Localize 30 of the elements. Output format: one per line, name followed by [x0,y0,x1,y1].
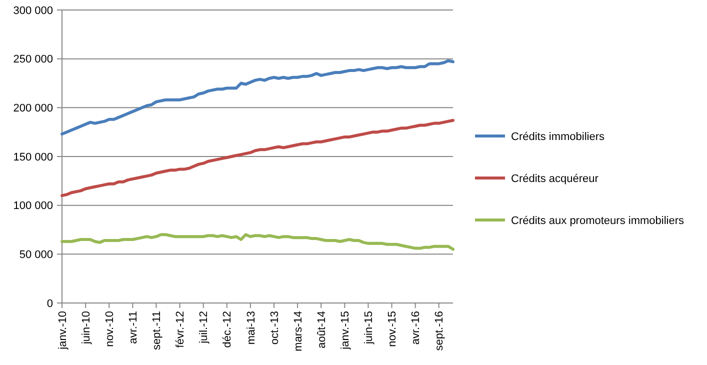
line-series [60,118,454,198]
x-tick-label: juin-15 [363,311,376,346]
line-series [60,59,454,136]
y-tick-label: 100 000 [13,200,53,212]
y-tick-label: 200 000 [13,102,53,115]
y-tick-label: 0 [46,298,53,310]
line-series [60,233,454,251]
legend-label: Crédits acquéreur [511,172,599,185]
y-tick-label: 50 000 [19,249,53,262]
y-tick-label: 250 000 [13,54,53,66]
x-tick-label: janv.-15 [340,311,352,350]
x-tick-label: sept.-11 [151,311,164,350]
x-tick-label: nov.-15 [386,311,399,347]
y-tick-label: 150 000 [13,151,53,164]
x-tick-label: févr.-12 [174,311,187,348]
x-tick-label: avr.-11 [128,311,140,344]
x-tick-label: janv.-10 [56,311,69,350]
x-tick-label: oct.-13 [268,311,281,345]
x-tick-label: sept.-16 [434,311,446,351]
x-tick-label: déc.-12 [222,311,234,348]
x-tick-label: mai-13 [245,311,258,345]
x-tick-label: mars-14 [292,311,304,352]
x-tick-label: juil.-12 [198,311,210,344]
legend-label: Crédits aux promoteurs immobiliers [511,214,684,227]
y-tick-label: 300 000 [13,4,53,17]
x-tick-label: août-14 [316,311,328,348]
legend-label: Crédits immobiliers [511,130,606,143]
x-tick-label: juin-10 [80,311,92,346]
x-tick-label: avr.-16 [410,311,422,345]
x-tick-label: nov.-10 [104,311,116,347]
